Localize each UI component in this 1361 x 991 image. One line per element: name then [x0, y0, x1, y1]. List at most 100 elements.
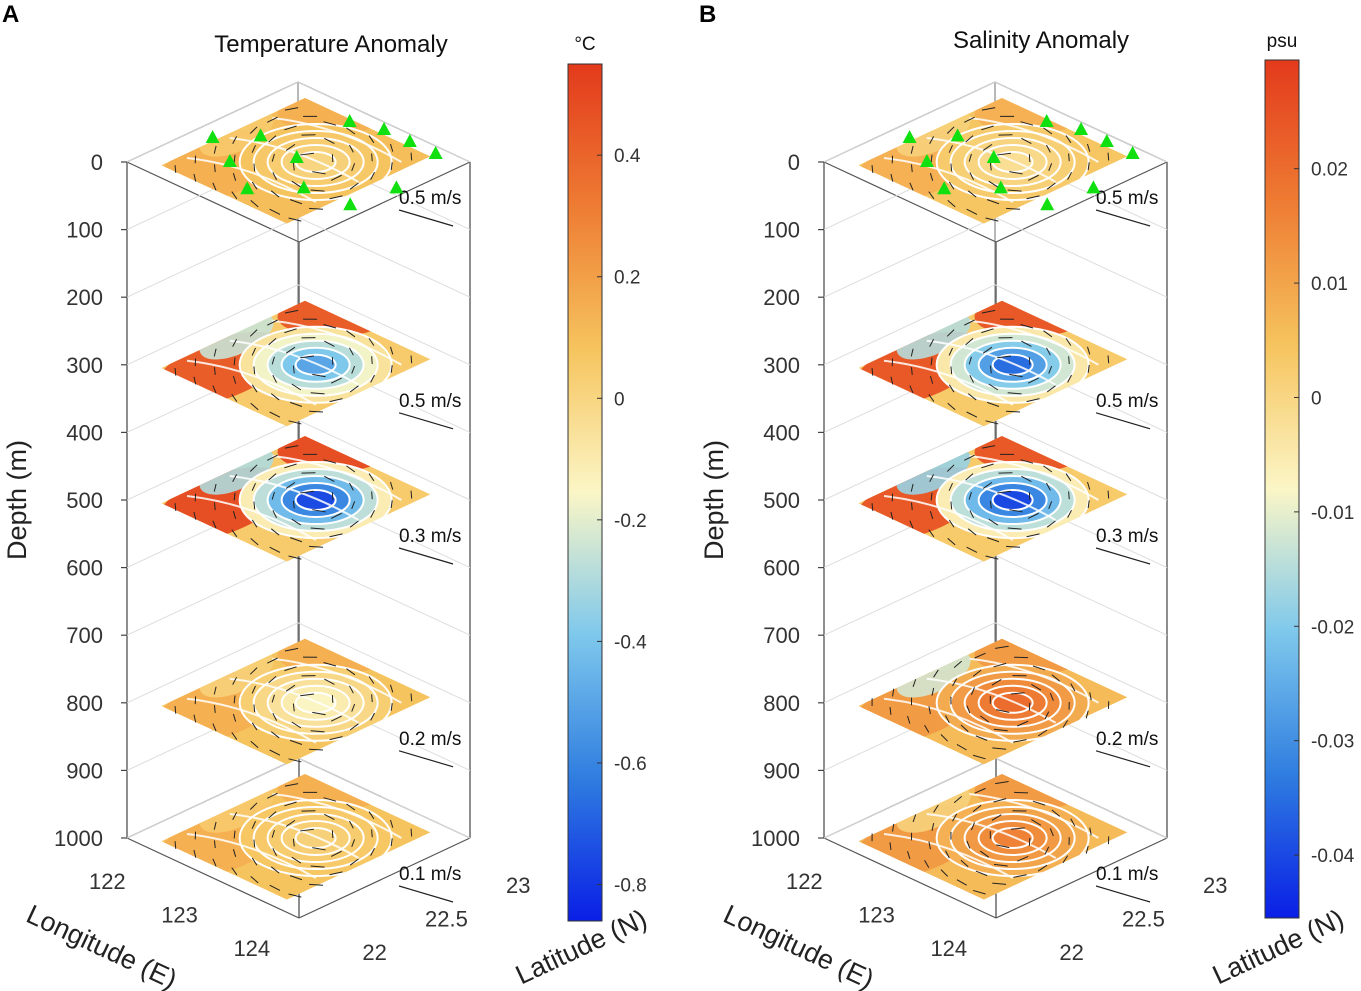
- scale-label: 0.5 m/s: [399, 188, 461, 209]
- velocity-arrow: [370, 509, 375, 518]
- grid-line: [823, 622, 1168, 704]
- velocity-arrow: [250, 740, 259, 749]
- contour-line: [229, 137, 360, 183]
- contour-line: [186, 359, 317, 406]
- velocity-arrow: [349, 520, 359, 528]
- velocity-arrow: [991, 814, 1002, 821]
- slice-fill: [161, 98, 431, 224]
- velocity-arrow: [928, 841, 931, 850]
- velocity-arrow: [212, 520, 217, 529]
- velocity-arrow: [310, 189, 325, 192]
- velocity-arrow: [1046, 520, 1056, 528]
- velocity-arrow: [268, 135, 277, 143]
- velocity-arrow: [410, 490, 413, 499]
- velocity-arrow: [291, 518, 302, 526]
- colorbar-bar: [567, 63, 603, 922]
- velocity-arrow: [948, 482, 953, 491]
- velocity-arrow: [929, 136, 935, 145]
- velocity-arrow: [289, 401, 303, 408]
- station-marker: [342, 114, 357, 127]
- velocity-arrow: [1006, 545, 1021, 548]
- velocity-arrow: [312, 711, 326, 716]
- velocity-arrow: [232, 849, 237, 857]
- velocity-arrow: [972, 669, 982, 677]
- velocity-arrow: [981, 107, 996, 111]
- slice-fill: [161, 774, 431, 900]
- velocity-arrow: [952, 678, 958, 687]
- velocity-arrow: [390, 162, 393, 171]
- velocity-arrow: [292, 162, 295, 171]
- velocity-arrow: [945, 715, 950, 724]
- velocity-arrow: [231, 732, 238, 740]
- velocity-arrow: [1068, 153, 1070, 162]
- contour-line: [229, 813, 360, 859]
- velocity-arrow: [213, 164, 216, 173]
- slice-300m: 0.5 m/s: [858, 300, 1158, 430]
- velocity-arrow: [323, 459, 337, 464]
- scale-label: 0.5 m/s: [399, 391, 461, 412]
- velocity-arrow: [250, 876, 259, 884]
- station-marker: [428, 146, 443, 159]
- velocity-arrow: [351, 501, 356, 509]
- velocity-arrow: [1107, 490, 1110, 499]
- lat-tick-label: 22.5: [1122, 906, 1165, 931]
- velocity-arrow: [950, 366, 953, 375]
- colorbar-tick-label: 0.2: [614, 268, 640, 289]
- velocity-arrow: [288, 555, 302, 560]
- scale-arrow: [398, 412, 454, 430]
- velocity-arrow: [1067, 171, 1072, 180]
- velocity-arrow: [1009, 171, 1023, 175]
- velocity-arrow: [989, 162, 992, 171]
- contour-line: [883, 495, 1014, 541]
- chart-title: Salinity Anomaly: [953, 27, 1129, 54]
- velocity-arrow: [231, 529, 238, 538]
- velocity-arrow: [964, 116, 975, 123]
- velocity-arrow: [410, 693, 413, 702]
- velocity-arrow: [213, 483, 217, 492]
- depth-tick-label: 100: [763, 218, 800, 243]
- velocity-arrow: [390, 819, 394, 828]
- velocity-arrow: [251, 857, 258, 866]
- velocity-arrows: [871, 107, 1110, 222]
- velocity-arrow: [928, 394, 935, 402]
- velocity-arrow: [981, 463, 994, 469]
- velocity-arrow: [889, 707, 892, 715]
- velocity-arrow: [269, 411, 281, 418]
- velocity-arrow: [931, 823, 935, 831]
- velocity-arrow: [1006, 410, 1021, 413]
- velocity-arrow: [964, 454, 975, 461]
- velocity-arrow: [390, 481, 394, 490]
- lat-tick-label: 23: [1203, 873, 1227, 898]
- velocity-arrow: [968, 356, 972, 365]
- lon-axis-label: Longitude (E): [719, 899, 879, 991]
- velocity-arrow: [1043, 465, 1053, 473]
- velocity-arrow: [946, 126, 955, 134]
- velocity-arrow: [351, 703, 356, 712]
- velocity-arrow: [410, 355, 413, 364]
- velocity-arrow: [351, 839, 356, 847]
- depth-tick-label: 300: [66, 353, 103, 378]
- velocity-arrow: [929, 338, 935, 347]
- contour-line: [229, 339, 360, 386]
- velocity-arrow: [268, 811, 277, 819]
- velocity-arrow: [346, 668, 356, 676]
- velocity-arrow: [993, 662, 1007, 668]
- velocity-arrow: [193, 714, 197, 723]
- velocity-arrow: [1051, 674, 1061, 682]
- contour-line: [186, 157, 317, 203]
- velocity-arrow: [947, 200, 956, 208]
- velocity-arrow: [371, 356, 373, 365]
- colorbar-tick-label: -0.01: [1311, 503, 1354, 524]
- velocity-arrow: [253, 704, 256, 713]
- velocity-arrow: [947, 402, 956, 411]
- velocity-arrow: [309, 883, 324, 886]
- velocity-arrows: [871, 445, 1110, 560]
- velocity-arrow: [270, 866, 280, 874]
- cold-patch: [199, 447, 274, 495]
- velocity-arrow: [924, 724, 930, 733]
- velocity-arrow: [174, 841, 177, 849]
- lon-tick-label: 122: [89, 869, 126, 894]
- velocity-arrow: [993, 798, 1007, 803]
- velocity-arrow: [1048, 501, 1053, 509]
